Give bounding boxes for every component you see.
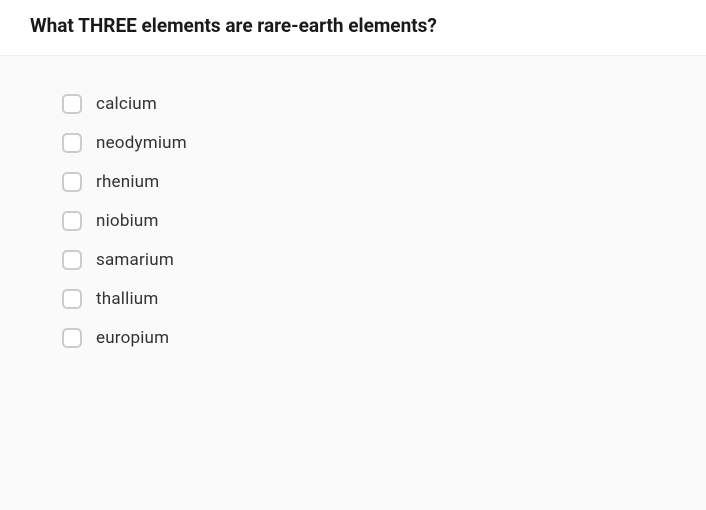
- options-container: calcium neodymium rhenium niobium samari…: [0, 56, 706, 348]
- option-row[interactable]: niobium: [62, 211, 706, 231]
- option-row[interactable]: thallium: [62, 289, 706, 309]
- checkbox[interactable]: [62, 289, 82, 309]
- option-row[interactable]: rhenium: [62, 172, 706, 192]
- option-label: niobium: [96, 211, 159, 231]
- option-label: neodymium: [96, 133, 187, 153]
- question-header: What THREE elements are rare-earth eleme…: [0, 0, 706, 56]
- option-label: europium: [96, 328, 169, 348]
- question-text: What THREE elements are rare-earth eleme…: [30, 14, 676, 39]
- option-label: rhenium: [96, 172, 159, 192]
- option-row[interactable]: calcium: [62, 94, 706, 114]
- checkbox[interactable]: [62, 133, 82, 153]
- option-label: samarium: [96, 250, 174, 270]
- checkbox[interactable]: [62, 172, 82, 192]
- checkbox[interactable]: [62, 328, 82, 348]
- option-label: thallium: [96, 289, 158, 309]
- option-row[interactable]: neodymium: [62, 133, 706, 153]
- option-row[interactable]: europium: [62, 328, 706, 348]
- checkbox[interactable]: [62, 250, 82, 270]
- option-label: calcium: [96, 94, 157, 114]
- checkbox[interactable]: [62, 94, 82, 114]
- question-container: What THREE elements are rare-earth eleme…: [0, 0, 706, 348]
- checkbox[interactable]: [62, 211, 82, 231]
- option-row[interactable]: samarium: [62, 250, 706, 270]
